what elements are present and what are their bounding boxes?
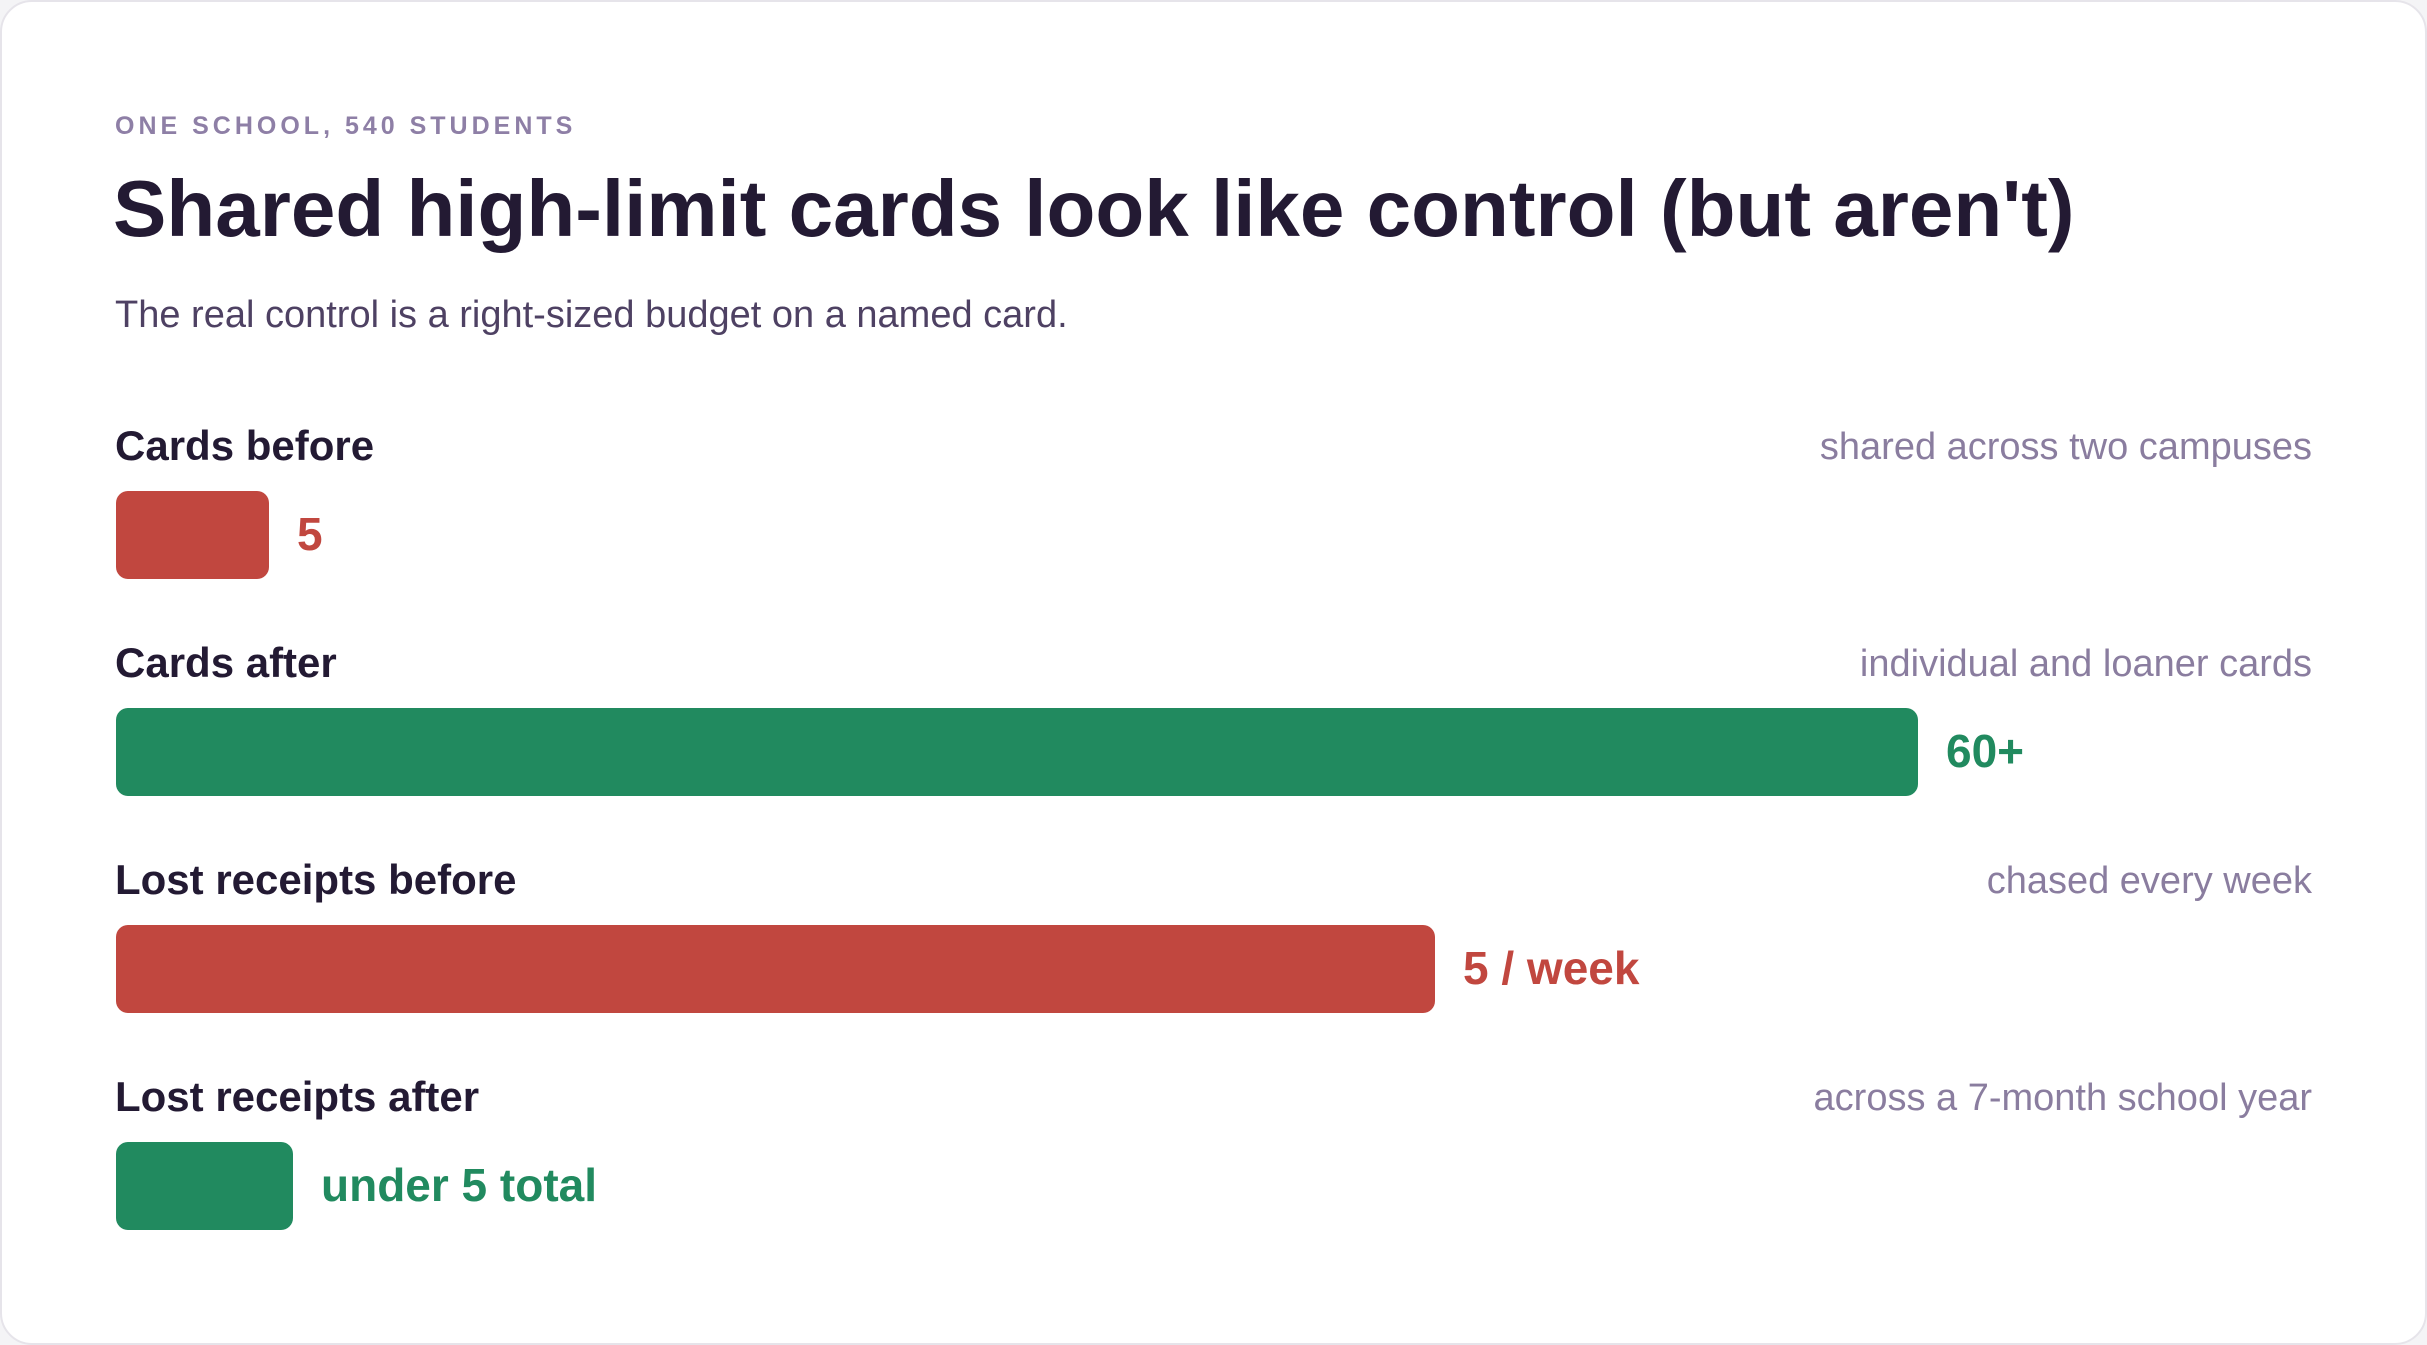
bar-lost-receipts-after (116, 1142, 293, 1230)
bar-value-label: under 5 total (321, 1159, 598, 1211)
bar-label: Cards before (115, 422, 375, 469)
bar-note: chased every week (1986, 860, 2312, 902)
bar-row-cards-after: Cards after individual and loaner cards … (115, 639, 2312, 813)
bar-note: shared across two campuses (1819, 426, 2312, 468)
eyebrow-label: ONE SCHOOL, 540 STUDENTS (115, 112, 577, 140)
bar-value-label: 5 (297, 508, 323, 560)
bar-label: Lost receipts after (115, 1073, 480, 1120)
chart-title: Shared high-limit cards look like contro… (113, 164, 2075, 253)
bar-value-label: 5 / week (1463, 942, 1640, 994)
bar-row-lost-receipts-after: Lost receipts after across a 7-month sch… (115, 1073, 2312, 1247)
bar-label: Lost receipts before (115, 856, 517, 903)
bar-note: across a 7-month school year (1813, 1077, 2312, 1119)
bar-lost-receipts-before (116, 925, 1435, 1013)
bar-row-lost-receipts-before: Lost receipts before chased every week 5… (115, 856, 2312, 1030)
chart-subtitle: The real control is a right-sized budget… (115, 294, 1068, 336)
bar-note: individual and loaner cards (1859, 643, 2312, 685)
bar-label: Cards after (115, 639, 337, 686)
bar-cards-before (116, 491, 269, 579)
bar-value-label: 60+ (1946, 725, 2025, 777)
bar-row-cards-before: Cards before shared across two campuses … (115, 422, 2312, 596)
bar-cards-after (116, 708, 1918, 796)
